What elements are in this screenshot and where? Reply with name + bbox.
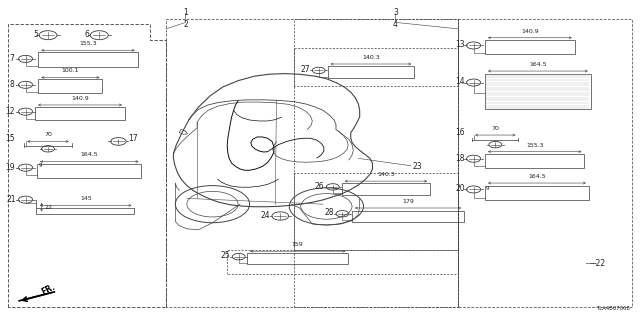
Text: 12: 12 <box>5 107 14 116</box>
Text: FR.: FR. <box>40 282 56 296</box>
Text: 21: 21 <box>7 195 16 204</box>
Text: 22: 22 <box>45 204 53 210</box>
Bar <box>485 74 591 109</box>
Text: 140.3: 140.3 <box>362 55 380 60</box>
Text: 6: 6 <box>84 30 90 39</box>
Text: 25: 25 <box>221 252 230 260</box>
Text: 145: 145 <box>80 196 92 201</box>
Text: 159: 159 <box>292 242 303 247</box>
Bar <box>485 186 589 200</box>
Text: 155.3: 155.3 <box>79 41 97 46</box>
Text: 70: 70 <box>492 126 499 131</box>
Text: —22: —22 <box>589 259 606 268</box>
Text: 140.9: 140.9 <box>71 96 89 101</box>
Text: 15: 15 <box>4 134 15 143</box>
Text: 28: 28 <box>324 208 334 217</box>
Text: 140.9: 140.9 <box>521 28 539 34</box>
Text: 24: 24 <box>260 211 270 220</box>
Text: 179: 179 <box>402 199 414 204</box>
Text: 70: 70 <box>44 132 52 137</box>
Text: 18: 18 <box>455 154 465 163</box>
Text: 140.3: 140.3 <box>377 172 395 177</box>
Bar <box>37 164 141 178</box>
Bar <box>485 40 575 54</box>
Text: 16: 16 <box>455 128 465 137</box>
Text: 164.5: 164.5 <box>81 152 98 157</box>
Text: 100.1: 100.1 <box>61 68 79 73</box>
Text: 4: 4 <box>393 20 398 28</box>
Text: 164.5: 164.5 <box>529 62 547 67</box>
Text: 23: 23 <box>413 162 422 171</box>
Bar <box>38 52 138 67</box>
Text: TLA4B07068: TLA4B07068 <box>596 306 630 311</box>
Text: 14: 14 <box>455 77 465 86</box>
Text: 13: 13 <box>455 40 465 49</box>
Bar <box>352 211 464 222</box>
Text: 7: 7 <box>9 54 14 63</box>
Bar <box>342 183 430 195</box>
Text: 26: 26 <box>315 182 324 191</box>
Text: 1: 1 <box>183 8 188 17</box>
Bar <box>38 79 102 93</box>
Text: 9: 9 <box>486 186 489 191</box>
Text: 2: 2 <box>183 20 188 28</box>
Text: 17: 17 <box>128 134 138 143</box>
Text: 3: 3 <box>393 8 398 17</box>
Text: 5: 5 <box>33 30 38 39</box>
Text: 20: 20 <box>455 184 465 193</box>
Bar <box>328 66 414 78</box>
Text: 8: 8 <box>9 80 14 89</box>
Bar <box>485 154 584 168</box>
Text: 9: 9 <box>38 163 42 168</box>
Text: 27: 27 <box>301 65 310 74</box>
Bar <box>247 253 348 264</box>
Text: 19: 19 <box>4 163 15 172</box>
Text: 155.3: 155.3 <box>526 142 543 148</box>
Bar <box>35 107 125 120</box>
Text: 164.5: 164.5 <box>528 174 546 179</box>
